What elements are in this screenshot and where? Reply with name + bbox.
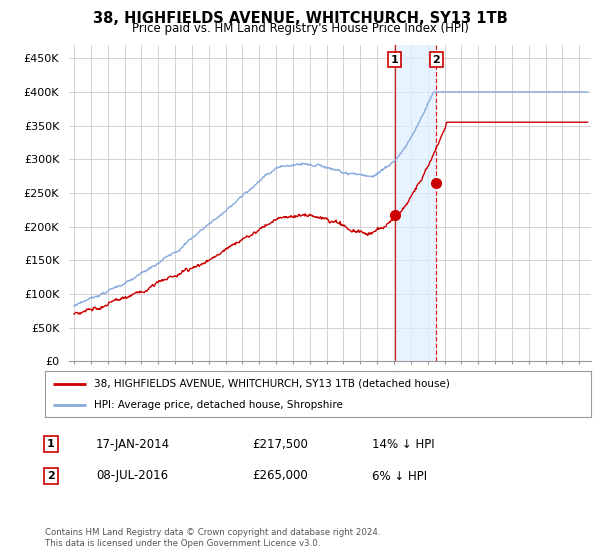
Text: HPI: Average price, detached house, Shropshire: HPI: Average price, detached house, Shro…	[94, 400, 343, 410]
Text: 1: 1	[47, 439, 55, 449]
Text: Contains HM Land Registry data © Crown copyright and database right 2024.
This d: Contains HM Land Registry data © Crown c…	[45, 528, 380, 548]
Text: 6% ↓ HPI: 6% ↓ HPI	[372, 469, 427, 483]
Text: 17-JAN-2014: 17-JAN-2014	[96, 437, 170, 451]
Text: 2: 2	[433, 55, 440, 64]
Text: 38, HIGHFIELDS AVENUE, WHITCHURCH, SY13 1TB (detached house): 38, HIGHFIELDS AVENUE, WHITCHURCH, SY13 …	[94, 379, 450, 389]
Text: 14% ↓ HPI: 14% ↓ HPI	[372, 437, 434, 451]
Bar	[395, 45, 436, 361]
Text: Price paid vs. HM Land Registry's House Price Index (HPI): Price paid vs. HM Land Registry's House …	[131, 22, 469, 35]
Text: £265,000: £265,000	[252, 469, 308, 483]
Text: 2: 2	[47, 471, 55, 481]
Text: 1: 1	[391, 55, 398, 64]
Text: 08-JUL-2016: 08-JUL-2016	[96, 469, 168, 483]
Text: 38, HIGHFIELDS AVENUE, WHITCHURCH, SY13 1TB: 38, HIGHFIELDS AVENUE, WHITCHURCH, SY13 …	[92, 11, 508, 26]
Text: £217,500: £217,500	[252, 437, 308, 451]
